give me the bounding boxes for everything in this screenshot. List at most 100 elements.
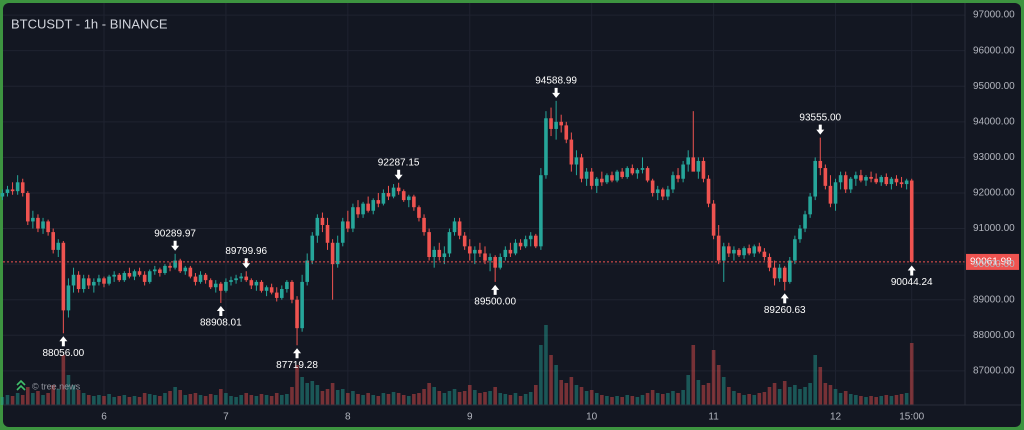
- panel: [3, 3, 1021, 427]
- candle-body: [26, 192, 30, 222]
- candle-body: [869, 176, 873, 179]
- candle-body: [518, 242, 523, 247]
- candle-body: [838, 175, 843, 183]
- volume-bar: [600, 395, 604, 405]
- volume-bar: [147, 394, 152, 405]
- candle-body: [36, 217, 40, 229]
- candle-body: [244, 276, 249, 281]
- candle-body: [132, 271, 137, 277]
- candle-body: [188, 267, 193, 277]
- candle-body: [0, 192, 5, 197]
- candle-body: [854, 175, 858, 179]
- volume-bar: [828, 385, 833, 405]
- low-label: 88908.01: [200, 318, 242, 329]
- candle-body: [584, 171, 589, 179]
- candle-body: [701, 160, 706, 179]
- candle-body: [264, 287, 269, 291]
- candle-body: [640, 168, 645, 170]
- volume-bar: [300, 377, 304, 405]
- volume-bar: [508, 395, 513, 405]
- candle-body: [782, 267, 787, 282]
- candle-body: [594, 178, 599, 186]
- volume-bar: [452, 389, 457, 405]
- volume-bar: [137, 397, 142, 405]
- volume-bar: [564, 383, 569, 405]
- candle-body: [366, 203, 370, 211]
- candle-body: [66, 285, 71, 311]
- volume-bar: [727, 387, 731, 405]
- candle-body: [798, 228, 802, 240]
- candle-body: [86, 278, 91, 286]
- volume-bar: [737, 393, 741, 405]
- candle-body: [899, 182, 904, 185]
- candle-body: [894, 178, 899, 183]
- volume-bar: [711, 350, 716, 405]
- volume-bar: [86, 395, 91, 405]
- candle-body: [727, 246, 731, 254]
- volume-bar: [681, 390, 685, 405]
- last-price-label: 90061.98: [970, 257, 1012, 268]
- x-tick-label: 10: [586, 412, 598, 423]
- candle-body: [681, 164, 685, 179]
- candle-body: [737, 249, 741, 256]
- volume-bar: [584, 391, 589, 405]
- candle-body: [173, 260, 177, 268]
- volume-bar: [661, 394, 665, 405]
- candle-body: [539, 175, 543, 247]
- arrow: [216, 305, 225, 316]
- volume-bar: [498, 393, 503, 405]
- candle-body: [676, 175, 680, 179]
- volume-bar: [361, 395, 365, 405]
- candle-body: [442, 253, 447, 258]
- candle-body: [478, 249, 482, 254]
- candle-body: [396, 187, 401, 192]
- candle-body: [142, 274, 147, 282]
- volume-bar: [356, 394, 360, 405]
- candle-body: [711, 203, 716, 236]
- volume-bar: [879, 396, 884, 405]
- candle-body: [254, 281, 259, 286]
- volume-bar: [615, 396, 619, 405]
- candle-body: [61, 242, 66, 311]
- candle-body: [122, 273, 127, 281]
- candle-body: [513, 242, 518, 254]
- y-tick-label: 92000.00: [973, 188, 1015, 199]
- candle-body: [412, 196, 416, 208]
- candle-body: [422, 217, 426, 233]
- y-tick-label: 91000.00: [973, 223, 1015, 234]
- volume-bar: [437, 391, 442, 405]
- volume-bar: [549, 355, 553, 405]
- volume-bar: [92, 396, 96, 405]
- volume-bar: [280, 395, 284, 405]
- arrow: [242, 258, 251, 269]
- volume-bar: [269, 396, 274, 405]
- volume-bar: [417, 393, 421, 405]
- volume-bar: [823, 383, 828, 405]
- volume-bar: [198, 395, 203, 405]
- volume-bar: [818, 367, 823, 405]
- volume-bar: [701, 385, 706, 405]
- candle-body: [325, 224, 330, 243]
- arrow: [394, 169, 403, 180]
- candle-body: [137, 271, 142, 275]
- candle-body: [234, 278, 238, 281]
- volume-bar: [51, 385, 55, 405]
- volume-bar: [884, 395, 889, 405]
- candle-body: [554, 121, 558, 129]
- candle-body: [417, 207, 421, 218]
- volume-bar: [158, 396, 162, 405]
- volume-bar: [635, 397, 640, 405]
- candle-body: [848, 178, 853, 190]
- candle-body: [183, 267, 188, 272]
- volume-bar: [274, 393, 279, 405]
- candle-body: [874, 178, 878, 183]
- candle-body: [381, 192, 386, 204]
- volume-bar: [290, 387, 294, 405]
- candle-body: [706, 178, 711, 204]
- candle-body: [645, 168, 650, 181]
- candle-body: [452, 221, 457, 233]
- volume-bar: [447, 391, 452, 405]
- candle-body: [361, 203, 365, 215]
- volume-bar: [559, 380, 563, 405]
- candle-body: [620, 171, 624, 177]
